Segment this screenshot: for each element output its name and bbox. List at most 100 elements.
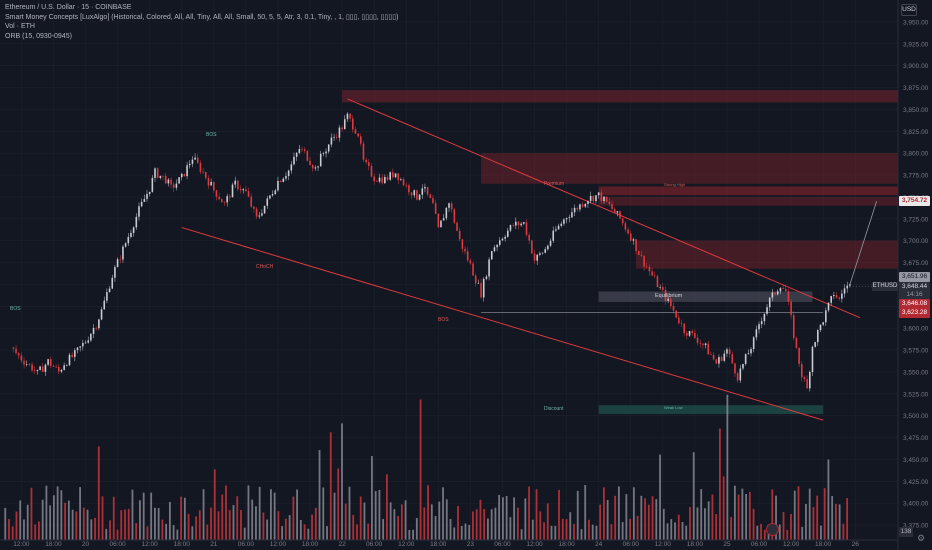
candle-body bbox=[774, 292, 776, 295]
candle-body bbox=[293, 156, 295, 165]
candle-body bbox=[734, 363, 736, 374]
tradingview-logo-icon[interactable] bbox=[766, 523, 779, 536]
volume-bar bbox=[453, 527, 456, 540]
candle-body bbox=[472, 263, 474, 276]
candle-body bbox=[704, 343, 707, 346]
volume-bar bbox=[704, 508, 706, 540]
volume-bar bbox=[23, 519, 25, 540]
candle-body bbox=[656, 276, 659, 288]
candle-body bbox=[322, 153, 325, 154]
symbol-title[interactable]: Ethereum / U.S. Dollar · 15 · COINBASE bbox=[5, 4, 132, 11]
volume-bar bbox=[183, 497, 186, 540]
candle-body bbox=[221, 199, 223, 203]
candle-body bbox=[664, 289, 667, 301]
candle-body bbox=[28, 364, 31, 365]
candle-body bbox=[196, 157, 199, 163]
volume-bar bbox=[700, 489, 703, 540]
volume-bar bbox=[262, 512, 265, 540]
candle-body bbox=[643, 255, 645, 267]
volume-bar bbox=[284, 518, 287, 540]
candle-body bbox=[512, 225, 514, 226]
volume-bar bbox=[296, 489, 298, 540]
candle-body bbox=[496, 244, 498, 248]
candle-body bbox=[456, 222, 458, 231]
volume-bar bbox=[180, 496, 183, 540]
candle-body bbox=[645, 266, 648, 268]
candle-body bbox=[605, 196, 608, 202]
candle-body bbox=[849, 284, 851, 286]
time-tick-label: 22 bbox=[338, 541, 346, 548]
volume-bar bbox=[15, 511, 18, 540]
volume-bar bbox=[277, 511, 280, 540]
candle-body bbox=[825, 310, 827, 323]
candle-body bbox=[469, 260, 472, 264]
volume-bar bbox=[367, 523, 370, 540]
candle-body bbox=[688, 331, 691, 336]
time-tick-label: 12:00 bbox=[783, 541, 800, 548]
candle-body bbox=[584, 203, 587, 207]
candle-body bbox=[670, 298, 672, 307]
volume-bar bbox=[258, 486, 261, 540]
volume-bar bbox=[535, 489, 538, 540]
candle-body bbox=[167, 179, 170, 184]
candle-body bbox=[557, 225, 560, 230]
price-tick-label: 3,525.00 bbox=[903, 391, 929, 398]
candle-body bbox=[718, 357, 720, 364]
strong-high-label: Strong High bbox=[664, 182, 686, 187]
candle-body bbox=[611, 203, 613, 210]
candle-body bbox=[237, 180, 239, 190]
volume-bar bbox=[692, 452, 695, 540]
candle-body bbox=[477, 283, 480, 284]
volume-bar bbox=[726, 394, 729, 540]
volume-bar bbox=[26, 504, 29, 540]
volume-bar bbox=[198, 510, 201, 540]
volume-bar bbox=[225, 485, 227, 540]
candle-body bbox=[199, 162, 202, 172]
choch-label: CHoCH bbox=[256, 264, 274, 270]
volume-bar bbox=[763, 529, 766, 540]
candle-body bbox=[114, 267, 116, 278]
candle-body bbox=[319, 153, 322, 167]
time-axis[interactable]: 12:00 18:00 20 06:00 12:00 18:00 21 06:00 12:00 1… bbox=[0, 539, 898, 548]
candle-body bbox=[271, 194, 274, 196]
candle-body bbox=[103, 300, 106, 310]
volume-bar bbox=[805, 503, 807, 540]
candle-body bbox=[413, 190, 416, 196]
candle-body bbox=[474, 275, 477, 284]
candle-body bbox=[515, 221, 517, 226]
currency-badge[interactable]: USD bbox=[901, 4, 917, 16]
candle-body bbox=[191, 159, 194, 164]
volume-bar bbox=[303, 524, 306, 540]
candle-body bbox=[100, 309, 103, 320]
smc-indicator-label[interactable]: Smart Money Concepts [LuxAlgo] (Historic… bbox=[5, 13, 399, 21]
volume-bar bbox=[494, 507, 497, 540]
volume-bar bbox=[554, 525, 557, 540]
candle-body bbox=[418, 194, 421, 200]
volume-bar bbox=[846, 498, 849, 540]
volume-bar bbox=[528, 486, 530, 540]
candle-body bbox=[771, 292, 774, 298]
candle-body bbox=[731, 354, 734, 364]
candle-body bbox=[817, 330, 819, 343]
volume-bar bbox=[412, 529, 414, 540]
volume-indicator-label[interactable]: Vol · ETH bbox=[5, 23, 35, 30]
volume-bar bbox=[531, 519, 534, 540]
candle-body bbox=[290, 164, 293, 171]
orb-indicator-label[interactable]: ORB (15, 0930-0945) bbox=[5, 32, 72, 40]
volume-bar bbox=[90, 519, 93, 540]
volume-bar bbox=[834, 503, 837, 540]
candle-body bbox=[822, 322, 824, 325]
candle-body bbox=[568, 217, 571, 219]
gear-icon[interactable]: ⚙ bbox=[917, 533, 926, 543]
volume-bar bbox=[457, 506, 459, 540]
volume-bar bbox=[636, 515, 639, 540]
candle-body bbox=[245, 189, 247, 192]
candle-body bbox=[47, 359, 49, 365]
candle-body bbox=[619, 211, 621, 219]
volume-bar bbox=[120, 510, 123, 540]
volume-bar bbox=[745, 494, 747, 540]
price-tick-label: 3,925.00 bbox=[903, 41, 929, 48]
volume-bar bbox=[363, 502, 366, 540]
candle-body bbox=[541, 252, 544, 254]
